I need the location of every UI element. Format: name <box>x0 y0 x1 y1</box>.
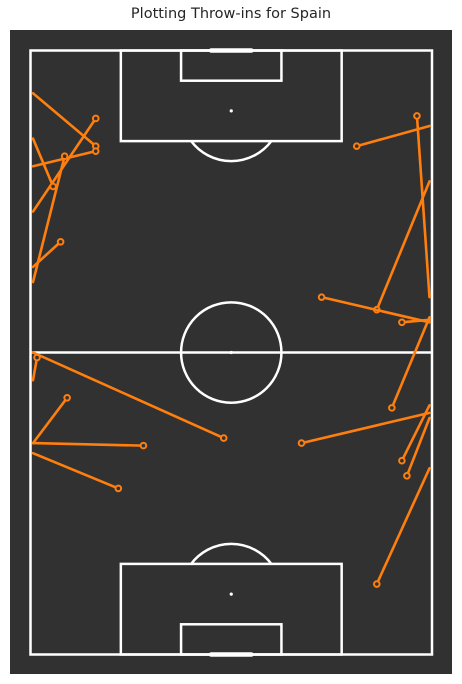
pass-line-7 <box>31 396 69 445</box>
pass-end-marker-4 <box>60 152 69 160</box>
pass-line-15 <box>415 114 431 299</box>
penalty-spot-bottom <box>229 592 233 596</box>
pass-line-6 <box>31 356 39 382</box>
pass-end-marker-3 <box>56 237 65 246</box>
pass-end-marker-19 <box>403 472 411 480</box>
pass-end-marker-11 <box>352 142 361 150</box>
pass-line-17 <box>300 411 431 445</box>
pass-line-8 <box>31 441 145 447</box>
pass-line-10 <box>31 351 226 440</box>
pass-end-marker-20 <box>372 580 381 588</box>
pass-end-marker-10 <box>219 434 228 442</box>
pass-end-marker-1 <box>91 114 100 123</box>
pass-line-13 <box>320 295 431 324</box>
pass-line-14 <box>400 318 431 324</box>
pass-end-marker-5 <box>49 182 57 191</box>
pass-end-marker-9 <box>114 484 123 493</box>
pitch-markings <box>29 48 434 657</box>
pass-end-marker-18 <box>398 456 406 465</box>
center-circle <box>179 301 283 404</box>
pass-end-marker-15 <box>413 112 421 120</box>
pass-end-marker-7 <box>63 394 71 402</box>
pass-line-16 <box>390 315 431 410</box>
penalty-spot-top <box>229 109 233 113</box>
pass-line-5 <box>31 137 55 188</box>
pass-end-marker-2 <box>91 147 100 155</box>
pass-line-19 <box>405 416 431 478</box>
pass-line-0 <box>31 91 98 148</box>
pass-end-marker-8 <box>139 441 148 450</box>
pass-line-1 <box>31 117 98 213</box>
center-spot <box>229 350 233 355</box>
pass-end-marker-17 <box>297 439 306 447</box>
pass-line-20 <box>375 466 431 586</box>
throw-in-passes <box>31 91 431 588</box>
pass-line-4 <box>31 154 66 284</box>
penalty-arc-top <box>190 140 273 163</box>
chart-title: Plotting Throw-ins for Spain <box>130 6 332 22</box>
penalty-arc-bottom <box>190 542 273 565</box>
pass-line-12 <box>375 180 431 312</box>
pass-end-marker-16 <box>388 404 396 412</box>
pass-line-9 <box>31 451 120 490</box>
pass-line-18 <box>400 404 431 463</box>
pass-end-marker-13 <box>317 293 326 301</box>
pass-end-marker-14 <box>398 318 406 327</box>
